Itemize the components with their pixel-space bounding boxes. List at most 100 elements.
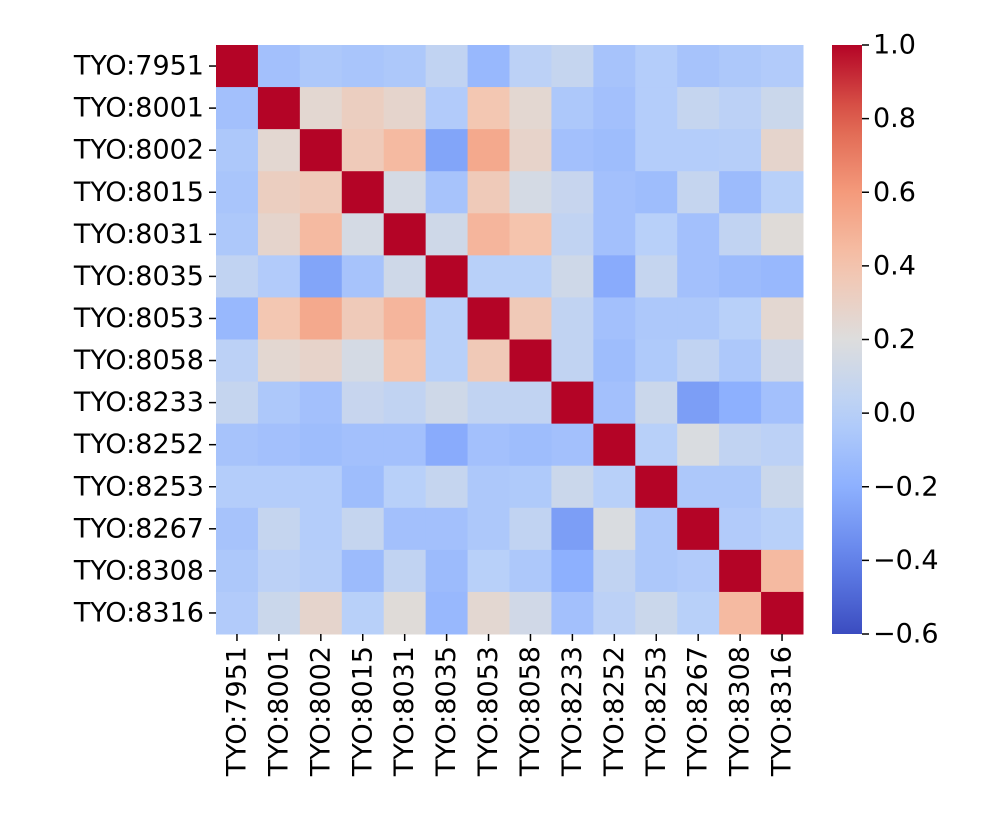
y-tick-label: TYO:8015 [73, 177, 204, 208]
heatmap-cell [257, 129, 301, 172]
heatmap-cell [216, 381, 259, 425]
x-tick-label: TYO:8002 [305, 646, 336, 777]
x-tick-label: TYO:8253 [641, 646, 672, 777]
x-tick-label: TYO:8053 [473, 646, 504, 777]
heatmap-cell [216, 129, 259, 172]
heatmap-cell [593, 423, 636, 467]
heatmap-cell [761, 381, 804, 425]
heatmap-cell [635, 129, 678, 172]
heatmap-cell [467, 339, 510, 383]
heatmap-cell [761, 87, 804, 130]
heatmap-cell [257, 339, 301, 383]
heatmap-cell [593, 591, 636, 635]
heatmap-cell [299, 465, 343, 509]
heatmap-cell [551, 381, 594, 425]
heatmap-cell [761, 213, 804, 256]
heatmap-cell [341, 549, 385, 593]
y-tick-label: TYO:8253 [73, 471, 204, 502]
colorbar-tick-label: 0.6 [873, 177, 916, 208]
heatmap-cell [299, 507, 343, 551]
heatmap-cell [509, 213, 552, 256]
heatmap-cell [593, 297, 636, 340]
heatmap-cell [299, 87, 343, 130]
heatmap-cell [341, 45, 385, 88]
heatmap-cell [509, 45, 552, 88]
heatmap-cell [761, 507, 804, 551]
heatmap-cell [635, 423, 678, 467]
heatmap-cell [635, 507, 678, 551]
heatmap-cell [299, 591, 343, 635]
x-tick-label: TYO:8001 [263, 646, 294, 777]
heatmap-cell [551, 213, 594, 256]
heatmap-cell [635, 297, 678, 340]
heatmap-cell [425, 297, 469, 340]
heatmap-cell [677, 129, 720, 172]
heatmap-cell [216, 297, 259, 340]
heatmap-cell [383, 465, 427, 509]
heatmap-cell [677, 339, 720, 383]
heatmap-cell [383, 297, 427, 340]
heatmap-cell [719, 255, 762, 298]
heatmap-cell [509, 87, 552, 130]
heatmap-cell [635, 381, 678, 425]
heatmap-cells [216, 45, 804, 635]
heatmap-cell [719, 381, 762, 425]
heatmap-cell [551, 171, 594, 214]
x-tick-label: TYO:8267 [683, 646, 714, 777]
heatmap-cell [467, 381, 510, 425]
heatmap-cell [425, 171, 469, 214]
heatmap-cell [341, 129, 385, 172]
heatmap-cell [509, 255, 552, 298]
heatmap-cell [761, 297, 804, 340]
x-tick-label: TYO:8031 [389, 646, 420, 777]
heatmap-cell [216, 255, 259, 298]
heatmap-cell [383, 507, 427, 551]
heatmap-cell [761, 129, 804, 172]
heatmap-cell [551, 549, 594, 593]
colorbar-tick-label: −0.2 [873, 471, 939, 502]
heatmap-cell [551, 591, 594, 635]
y-tick-label: TYO:8002 [73, 135, 204, 166]
heatmap-cell [719, 549, 762, 593]
heatmap-cell [467, 45, 510, 88]
heatmap-cell [257, 507, 301, 551]
heatmap-cell [299, 423, 343, 467]
heatmap-cell [299, 297, 343, 340]
heatmap-cell [216, 507, 259, 551]
y-tick-label: TYO:8001 [73, 93, 204, 124]
heatmap-cell [257, 171, 301, 214]
x-tick-label: TYO:8316 [767, 646, 798, 777]
heatmap-cell [341, 591, 385, 635]
y-tick-label: TYO:8308 [73, 555, 204, 586]
heatmap-cell [383, 339, 427, 383]
colorbar-tick-label: −0.4 [873, 545, 939, 576]
heatmap-cell [509, 549, 552, 593]
heatmap-cell [257, 213, 301, 256]
y-tick-label: TYO:8267 [73, 513, 204, 544]
heatmap-cell [383, 87, 427, 130]
heatmap-cell [383, 255, 427, 298]
colorbar-tick-label: 0.0 [873, 398, 916, 429]
heatmap-cell [509, 171, 552, 214]
heatmap-cell [216, 423, 259, 467]
heatmap-cell [677, 423, 720, 467]
heatmap-cell [425, 507, 469, 551]
heatmap-cell [593, 129, 636, 172]
x-tick-label: TYO:8308 [725, 646, 756, 777]
heatmap-cell [593, 255, 636, 298]
heatmap-cell [257, 45, 301, 88]
heatmap-cell [257, 255, 301, 298]
heatmap-cell [299, 45, 343, 88]
heatmap-cell [299, 213, 343, 256]
x-tick-label: TYO:8233 [557, 646, 588, 777]
heatmap-cell [551, 339, 594, 383]
heatmap-cell [719, 213, 762, 256]
heatmap-cell [635, 45, 678, 88]
heatmap-cell [299, 549, 343, 593]
heatmap-cell [635, 171, 678, 214]
heatmap-cell [341, 255, 385, 298]
heatmap-cell [677, 465, 720, 509]
heatmap-cell [467, 465, 510, 509]
heatmap-cell [551, 129, 594, 172]
heatmap-cell [593, 213, 636, 256]
